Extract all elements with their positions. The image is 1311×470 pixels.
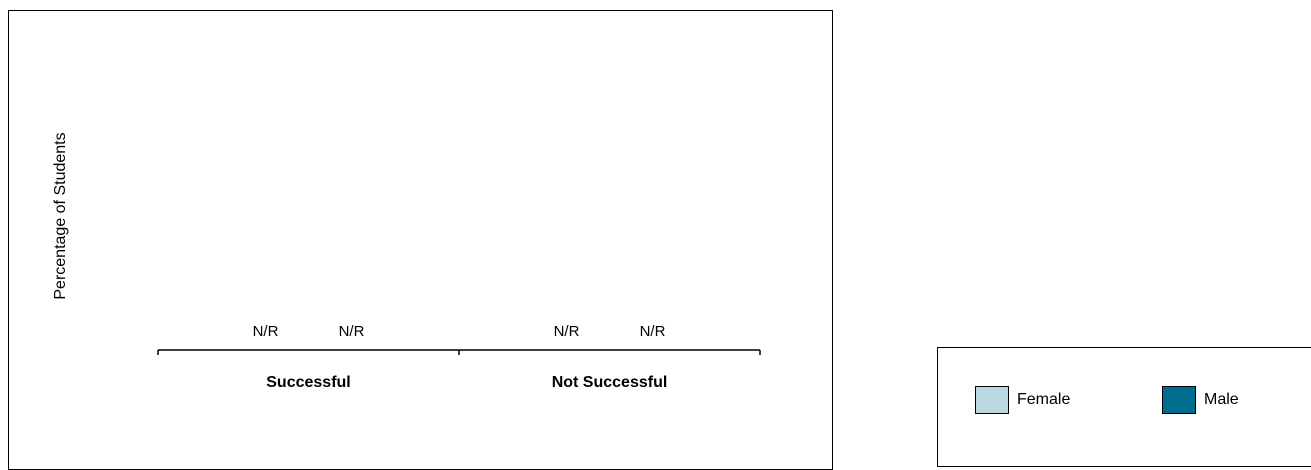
legend-label-female: Female [1017,391,1071,408]
legend-item-female: Female [975,386,1070,414]
data-label: N/R [554,323,580,340]
legend-label-male: Male [1204,391,1239,408]
chart-plot: Successful N/R N/R Not Successful N/R N/R [157,323,761,391]
data-label: N/R [339,323,365,340]
chart-area [8,10,833,470]
x-tick-label: Successful [266,374,350,391]
legend-swatch-male [1162,386,1196,414]
data-label: N/R [253,323,279,340]
data-label: N/R [640,323,666,340]
legend: Female Male [937,347,1311,467]
legend-swatch-female [975,386,1009,414]
legend-item-male: Male [1162,386,1239,414]
x-tick-label: Not Successful [552,374,668,391]
